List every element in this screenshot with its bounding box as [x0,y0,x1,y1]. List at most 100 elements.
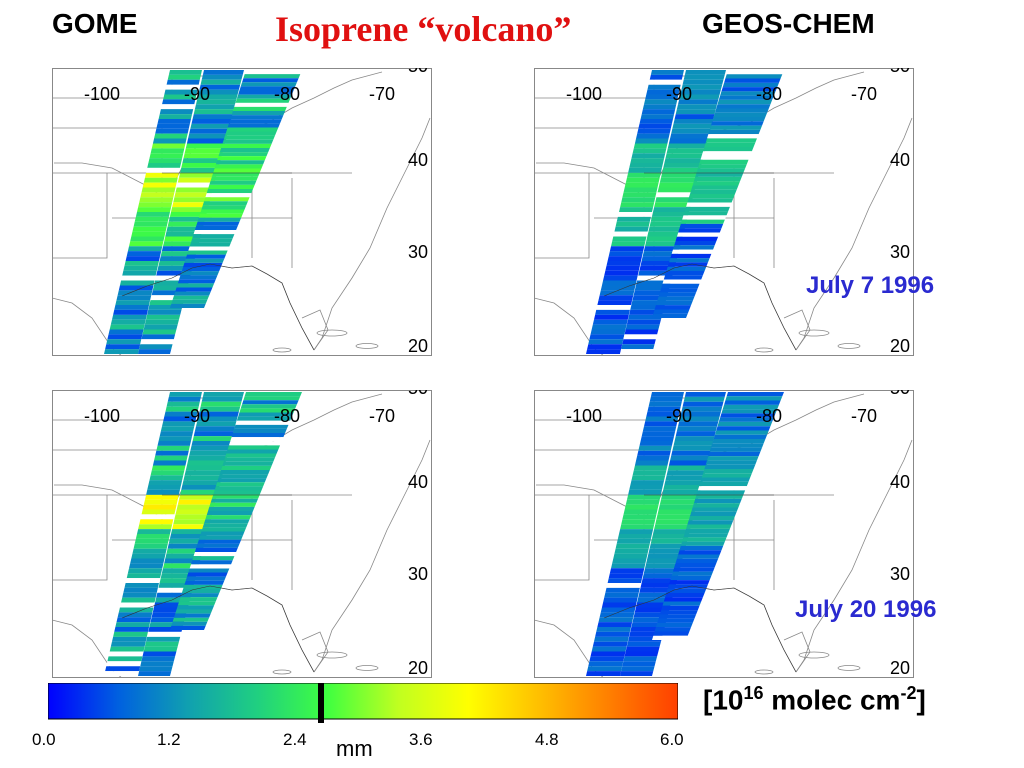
swath-pixel [184,580,225,585]
swath-pixel [164,89,198,95]
swath-pixel [725,396,783,401]
swath-pixel [219,147,270,153]
swath-pixel [141,656,176,662]
swath-pixel [596,627,632,632]
swath-pixel [182,158,222,164]
swath-pixel [190,123,230,129]
swath-pixel [211,172,260,177]
swath-pixel [622,339,656,345]
swath-pixel [197,416,238,422]
swath-pixel [109,646,145,652]
swath-pixel [166,79,200,85]
swath-pixel [159,109,194,115]
swath-pixel [657,296,695,301]
swath-pixel [701,473,752,478]
swath-pixel [646,558,683,564]
swath-pixel [242,78,299,83]
latitude-label: 50 [408,68,428,76]
swath-pixel [115,622,151,628]
swath-pixel [696,168,746,173]
swath-pixel [113,309,148,315]
swath-pixel [661,283,700,289]
swath-pixel [658,182,697,188]
swath-pixel [603,597,638,603]
swath-pixel [176,182,215,188]
colorbar-tick: 0.0 [32,730,56,749]
swath-pixel [665,592,705,598]
swath-pixel [650,392,684,397]
swath-pixel [169,212,207,217]
swath-pixel [164,236,201,242]
latitude-label: 50 [890,68,910,76]
swath-pixel [209,502,257,507]
state-border [52,449,163,496]
longitude-label: -90 [666,84,692,104]
swath-pixel [683,533,729,538]
border-overlay [603,585,797,673]
swath-pixel [663,485,702,490]
swath-pixel [217,156,267,161]
swath-pixel [139,666,173,672]
swath-pixel [198,411,239,417]
swath-pixel [647,406,681,412]
swath-pixel [624,651,659,657]
swath-pixel [215,482,265,487]
colorbar-tick: 2.4 [283,730,307,749]
longitude-label: -90 [184,84,210,104]
swath-pixel [168,70,202,75]
swath-pixel [126,251,162,257]
swath-pixel [665,270,705,276]
swath-pixel [653,309,690,314]
swath-pixel [144,172,179,178]
swath-pixel [645,241,682,247]
swath-pixel [226,449,279,454]
swath-pixel [186,460,227,466]
swath-pixel [705,460,757,465]
swath-pixel [624,182,659,188]
caribbean-island [798,651,830,659]
state-border [52,495,108,581]
swath-pixel [143,499,178,505]
swath-pixel [609,568,645,574]
swath-pixel [177,279,216,284]
swath-pixel [185,465,225,471]
swath-pixel [167,221,205,227]
swath-pixel [641,256,678,261]
swath-pixel [131,553,166,559]
swath-pixel [172,617,210,622]
swath-pixel [651,534,689,539]
swath-pixel [106,661,142,667]
longitude-label: -80 [756,84,782,104]
caribbean-island [837,665,861,671]
swath-pixel [640,436,675,441]
swath-pixel [710,443,764,448]
swath-pixel [713,434,768,440]
swath-pixel [605,265,640,271]
swath-pixel [214,486,264,491]
swath-pixel [679,94,720,100]
swath-pixel [612,236,647,242]
swath-pixel [628,167,662,173]
swath-pixel [724,400,781,405]
swath-pixel [611,563,646,569]
swath-pixel [674,436,715,441]
swath-pixel [113,631,148,637]
swath-pixel [138,524,173,530]
swath-pixel [239,86,296,91]
swath-pixel [164,411,198,417]
colorbar [48,683,678,723]
swath-pixel [635,280,672,286]
swath-pixel [656,514,695,520]
caribbean-island [316,651,348,659]
swath-pixel [139,344,173,350]
swath-pixel [624,504,659,510]
swath-pixel [655,197,693,203]
swath-pixel [672,123,712,129]
swath-pixel [683,211,729,216]
swath-pixel [699,481,749,487]
swath-pixel [700,477,751,482]
swath-pixel [676,104,718,110]
latitude-label: 50 [408,390,428,398]
swath-pixel [639,118,673,124]
swath-pixel [661,605,700,611]
